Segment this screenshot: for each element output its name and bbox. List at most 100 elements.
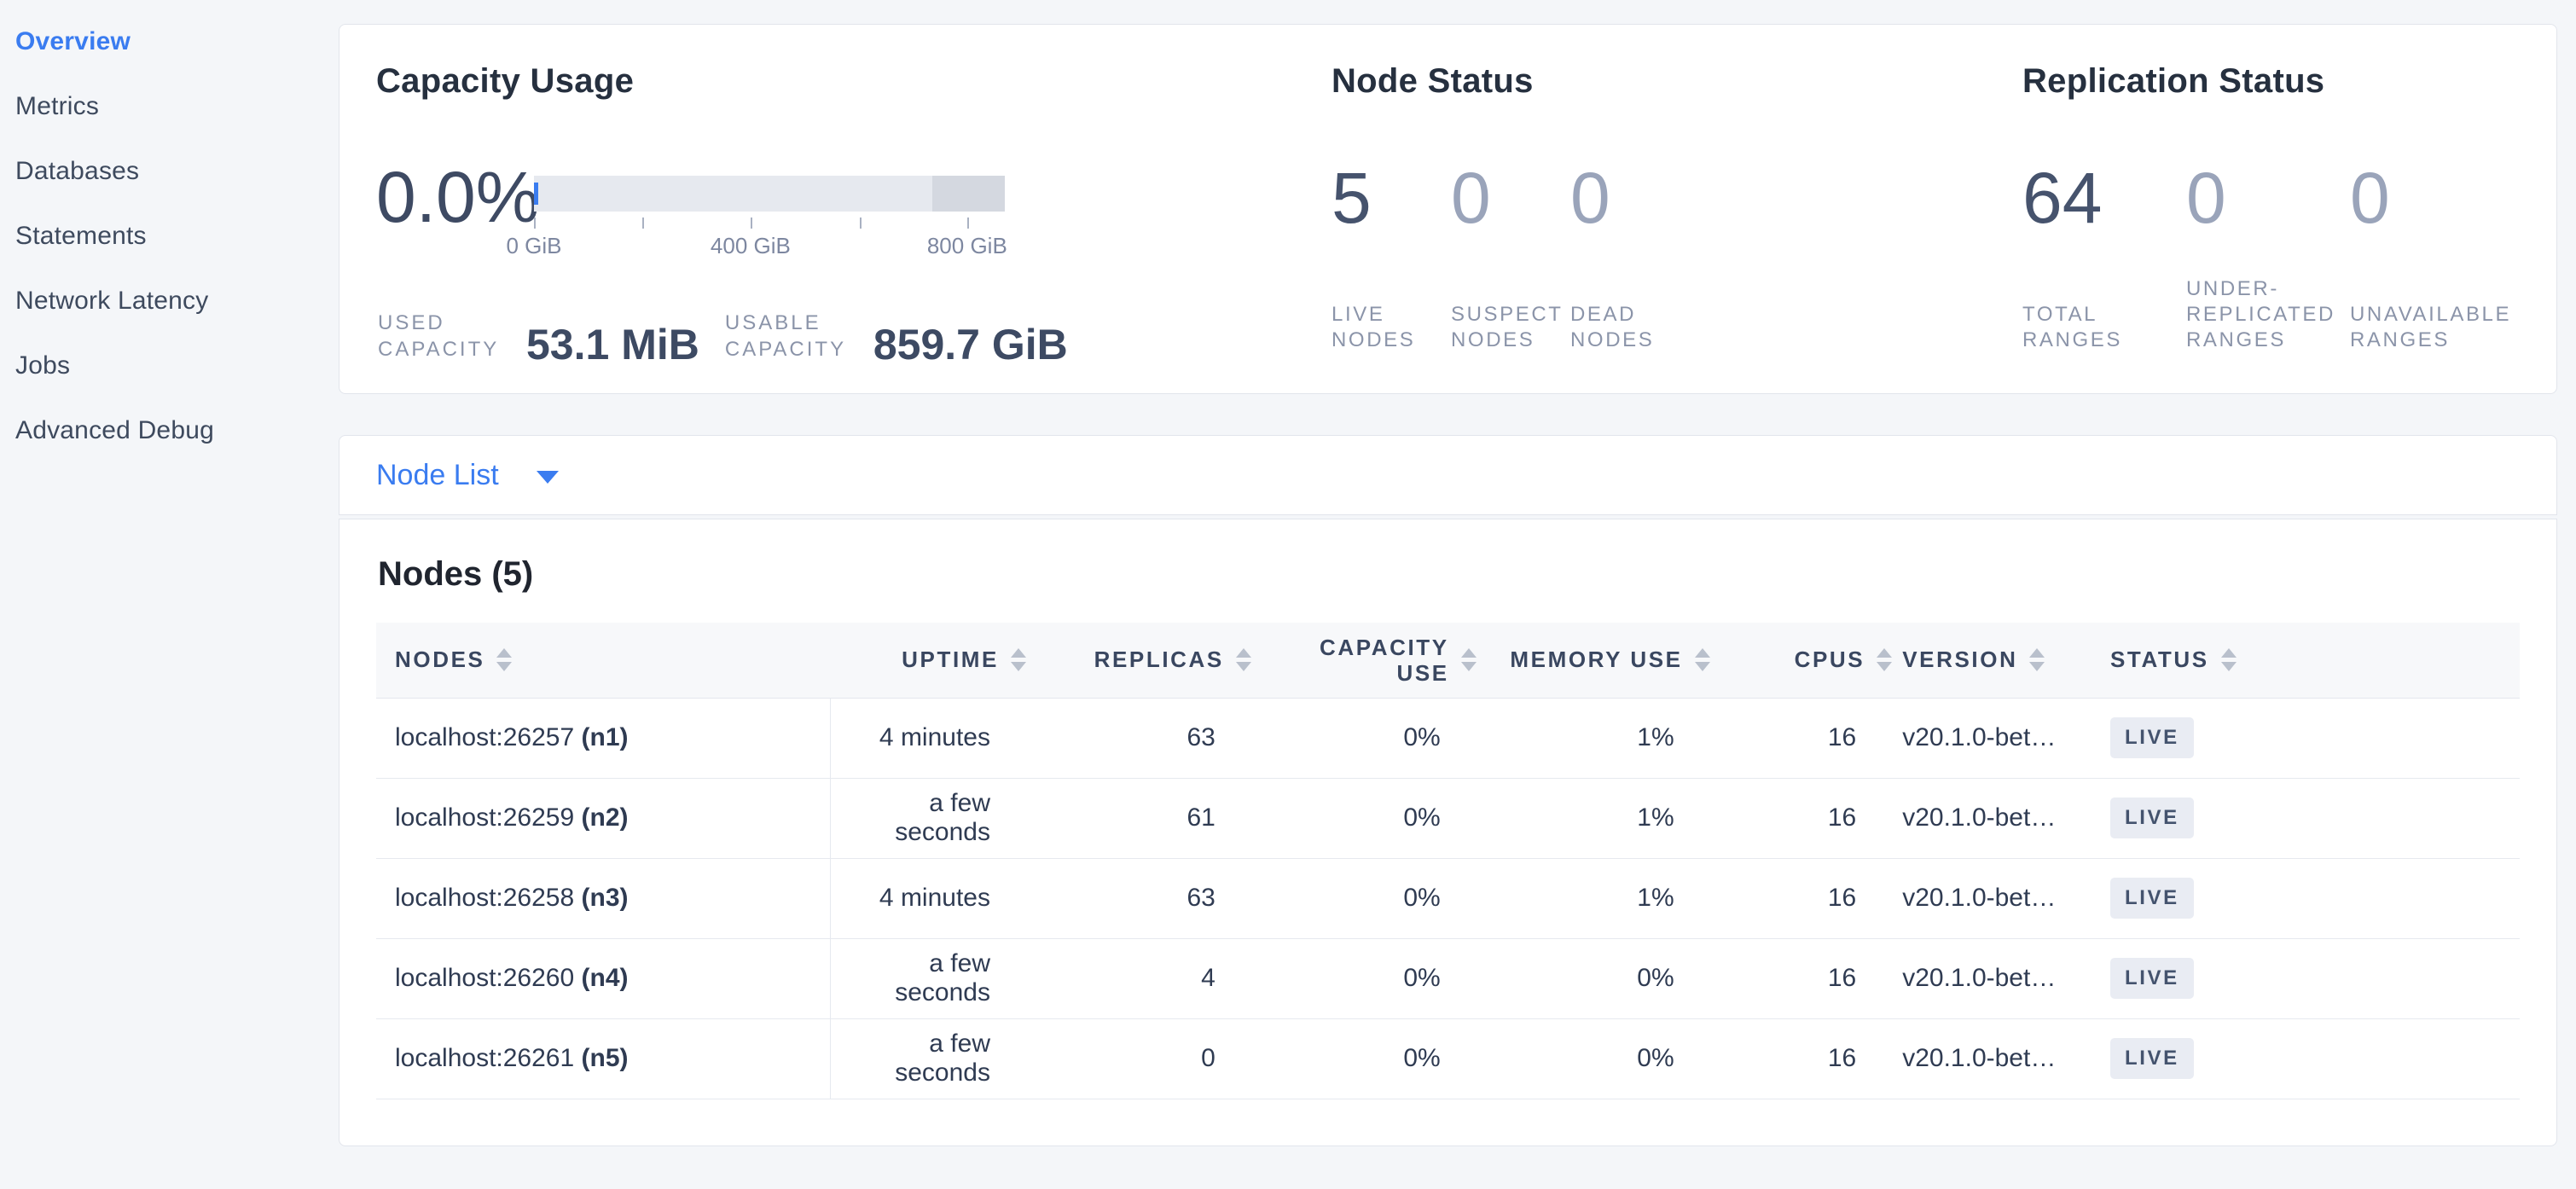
sidebar-item-statements[interactable]: Statements: [15, 222, 147, 250]
node-version: v20.1.0-bet…: [1902, 698, 2110, 779]
status-badge: LIVE: [2109, 878, 2194, 919]
dead-nodes-stat: 0 DEAD NODES: [1570, 158, 1690, 353]
node-address[interactable]: localhost:26260: [395, 964, 575, 992]
node-cpus: 16: [1720, 858, 1903, 939]
node-cpus: 16: [1720, 1018, 1903, 1099]
sidebar-item-network-latency[interactable]: Network Latency: [15, 287, 209, 315]
dead-nodes-label: DEAD NODES: [1570, 303, 1655, 351]
node-id: (n4): [581, 964, 629, 992]
sidebar-item-metrics[interactable]: Metrics: [15, 92, 100, 120]
used-capacity-stat: USED CAPACITY 53.1 MiB: [378, 310, 699, 366]
node-replicas: 61: [1036, 778, 1262, 859]
status-badge: LIVE: [2109, 1038, 2194, 1079]
sidebar-item-jobs[interactable]: Jobs: [15, 351, 71, 380]
capacity-gauge-reserved-segment: [932, 176, 1005, 212]
column-header-replicas[interactable]: REPLICAS: [1036, 623, 1262, 699]
sort-icon: [1235, 648, 1251, 672]
usable-capacity-label: USABLE CAPACITY: [724, 311, 847, 361]
sort-icon: [1460, 648, 1477, 672]
status-badge: LIVE: [2109, 798, 2194, 838]
column-header-uptime[interactable]: UPTIME: [830, 623, 1036, 699]
node-memory-use: 0%: [1486, 1018, 1720, 1099]
node-capacity-use: 0%: [1261, 1018, 1487, 1099]
node-list-dropdown-label[interactable]: Node List: [376, 458, 499, 491]
node-capacity-use: 0%: [1261, 698, 1487, 779]
column-header-status[interactable]: STATUS: [2109, 623, 2520, 699]
node-replicas: 63: [1036, 698, 1262, 779]
column-header-cpus[interactable]: CPUS: [1720, 623, 1903, 699]
nodes-table-title: Nodes (5): [378, 555, 534, 593]
node-uptime: a few seconds: [830, 778, 1036, 859]
live-nodes-stat: 5 LIVE NODES: [1332, 158, 1451, 353]
node-replicas: 0: [1036, 1018, 1262, 1099]
sidebar-item-databases[interactable]: Databases: [15, 157, 140, 185]
capacity-usage-panel: Capacity Usage 0.0% 0 GiB 400 GiB 800 Gi…: [339, 25, 1332, 393]
replication-status-title: Replication Status: [2022, 62, 2325, 100]
table-header-row: NODES UPTIME REPLICAS CAPACITY USE: [376, 623, 2520, 699]
sidebar-menu: Overview Metrics Databases Statements Ne…: [15, 27, 338, 445]
node-cpus: 16: [1720, 698, 1903, 779]
node-status-panel: Node Status 5 LIVE NODES 0 SUSPECT NODES…: [1332, 25, 2022, 393]
node-list-dropdown[interactable]: Node List: [339, 435, 2557, 515]
table-row-node-1[interactable]: localhost:26257 (n1) 4 minutes 63 0% 1% …: [376, 698, 2520, 779]
column-header-version[interactable]: VERSION: [1902, 623, 2110, 699]
table-row-node-4[interactable]: localhost:26260 (n4) a few seconds 4 0% …: [376, 938, 2520, 1019]
capacity-used-percent: 0.0%: [376, 157, 540, 237]
column-header-nodes[interactable]: NODES: [376, 623, 831, 699]
node-version: v20.1.0-bet…: [1902, 778, 2110, 859]
node-address[interactable]: localhost:26259: [395, 803, 575, 832]
axis-label-400gib: 400 GiB: [710, 233, 791, 258]
node-memory-use: 1%: [1486, 698, 1720, 779]
total-ranges-label: TOTAL RANGES: [2022, 303, 2122, 351]
node-uptime: a few seconds: [830, 1018, 1036, 1099]
column-header-capacity-use[interactable]: CAPACITY USE: [1261, 623, 1487, 699]
capacity-gauge: 0.0% 0 GiB 400 GiB 800 GiB: [376, 157, 1332, 260]
node-memory-use: 1%: [1486, 858, 1720, 939]
live-nodes-value: 5: [1332, 158, 1372, 238]
node-uptime: a few seconds: [830, 938, 1036, 1019]
under-replicated-ranges-stat: 0 UNDER-REPLICATED RANGES: [2186, 162, 2350, 353]
sidebar-item-overview[interactable]: Overview: [15, 27, 131, 55]
unavailable-ranges-stat: 0 UNAVAILABLE RANGES: [2350, 158, 2514, 353]
axis-label-800gib: 800 GiB: [926, 233, 1007, 258]
column-header-memory-use[interactable]: MEMORY USE: [1486, 623, 1720, 699]
suspect-nodes-stat: 0 SUSPECT NODES: [1451, 158, 1570, 353]
node-address[interactable]: localhost:26261: [395, 1044, 575, 1072]
sort-icon: [2220, 648, 2237, 672]
cluster-summary-card: Capacity Usage 0.0% 0 GiB 400 GiB 800 Gi…: [339, 24, 2557, 394]
node-capacity-use: 0%: [1261, 778, 1487, 859]
sort-icon: [1011, 648, 1026, 672]
node-version: v20.1.0-bet…: [1902, 1018, 2110, 1099]
node-capacity-use: 0%: [1261, 938, 1487, 1019]
capacity-gauge-track: [534, 176, 1005, 212]
under-replicated-ranges-label: UNDER-REPLICATED RANGES: [2186, 277, 2335, 351]
node-replicas: 63: [1036, 858, 1262, 939]
node-replicas: 4: [1036, 938, 1262, 1019]
sort-icon: [1877, 648, 1893, 672]
suspect-nodes-label: SUSPECT NODES: [1451, 303, 1564, 351]
node-address[interactable]: localhost:26257: [395, 723, 575, 751]
status-badge: LIVE: [2109, 958, 2194, 999]
total-ranges-stat: 64 TOTAL RANGES: [2022, 162, 2186, 353]
unavailable-ranges-label: UNAVAILABLE RANGES: [2350, 303, 2512, 351]
usable-capacity-value: 859.7 GiB: [873, 321, 1068, 368]
node-memory-use: 1%: [1486, 778, 1720, 859]
table-row-node-5[interactable]: localhost:26261 (n5) a few seconds 0 0% …: [376, 1018, 2520, 1099]
sidebar-item-advanced-debug[interactable]: Advanced Debug: [15, 416, 214, 444]
unavailable-ranges-value: 0: [2350, 158, 2390, 238]
node-version: v20.1.0-bet…: [1902, 858, 2110, 939]
suspect-nodes-value: 0: [1451, 158, 1491, 238]
sort-icon: [496, 648, 513, 672]
table-row-node-2[interactable]: localhost:26259 (n2) a few seconds 61 0%…: [376, 778, 2520, 859]
table-row-node-3[interactable]: localhost:26258 (n3) 4 minutes 63 0% 1% …: [376, 858, 2520, 939]
node-cpus: 16: [1720, 778, 1903, 859]
sort-icon: [1694, 648, 1710, 672]
node-capacity-use: 0%: [1261, 858, 1487, 939]
dead-nodes-value: 0: [1570, 158, 1610, 238]
node-address[interactable]: localhost:26258: [395, 884, 575, 912]
sort-icon: [2029, 648, 2045, 672]
node-id: (n1): [581, 723, 629, 751]
capacity-gauge-used-marker: [534, 183, 538, 205]
used-capacity-label: USED CAPACITY: [378, 311, 500, 361]
node-id: (n2): [581, 803, 629, 832]
